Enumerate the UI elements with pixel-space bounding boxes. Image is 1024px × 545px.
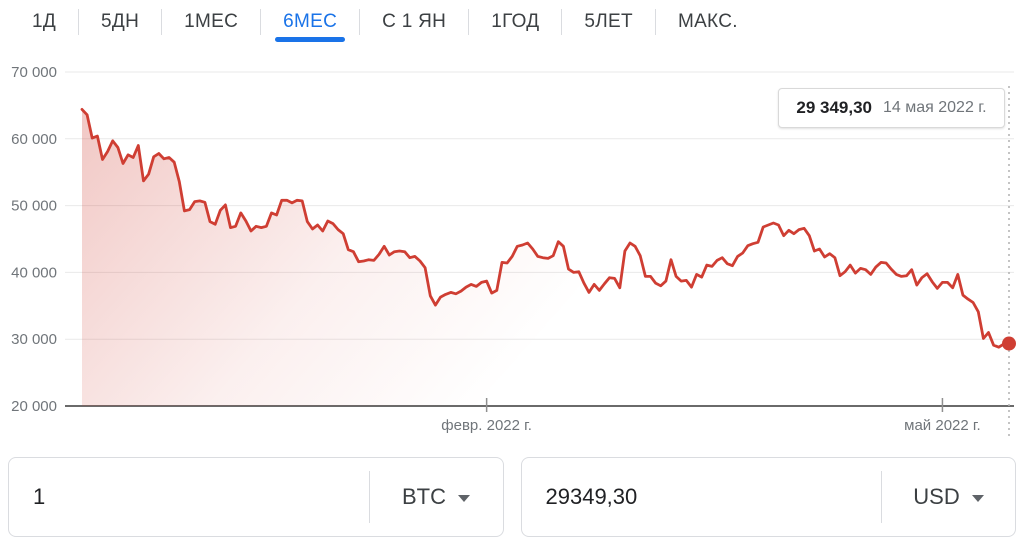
tab-1d[interactable]: 1Д [10,0,78,43]
tab-label: 6МЕС [283,10,338,32]
price-chart-svg: 70 000 60 000 50 000 40 000 30 000 20 000 февр… [11,64,1016,437]
tab-label: С 1 ЯН [382,10,447,32]
tab-label: 5ЛЕТ [584,10,633,32]
time-range-tabbar: 1Д 5ДН 1МЕС 6МЕС С 1 ЯН 1ГОД 5ЛЕТ МАКС. [10,0,760,43]
amount-from-input[interactable]: 1 [33,484,46,509]
tab-6mes[interactable]: 6МЕС [261,0,359,43]
tooltip-date: 14 мая 2022 г. [883,99,987,116]
currency-to-select[interactable]: USD [881,471,1015,523]
tab-label: 1ГОД [491,10,540,32]
tab-s1yan[interactable]: С 1 ЯН [360,0,468,43]
price-chart[interactable]: 70 000 60 000 50 000 40 000 30 000 20 000 февр… [0,0,1024,445]
y-axis-label: 50 000 [11,198,57,215]
tab-5let[interactable]: 5ЛЕТ [562,0,655,43]
tab-1god[interactable]: 1ГОД [469,0,561,43]
chart-tooltip: 29 349,30 14 мая 2022 г. [778,88,1005,128]
amount-to-box: 29349,30 USD [520,457,1016,537]
x-axis-label: февр. 2022 г. [441,417,532,434]
tab-divider [161,8,163,35]
y-axis-label: 60 000 [11,131,57,148]
amount-to-input[interactable]: 29349,30 [545,484,638,509]
price-line [80,108,1011,349]
tab-divider [359,8,361,35]
tab-label: 1МЕС [184,10,239,32]
tab-maks[interactable]: МАКС. [656,0,760,43]
last-point-marker [1002,336,1016,351]
y-axis-label: 20 000 [11,398,57,415]
chevron-down-icon [971,495,984,502]
tab-label: 5ДН [101,10,140,32]
currency-from-select[interactable]: BTC [368,471,503,523]
tab-divider [468,8,470,35]
currency-from-label: BTC [402,484,446,509]
currency-converter: 1 BTC 29349,30 USD [0,457,1024,537]
tab-5dn[interactable]: 5ДН [79,0,161,43]
tab-divider [654,8,656,35]
y-axis-label: 70 000 [11,64,57,81]
tab-label: МАКС. [677,10,738,32]
x-axis-label: май 2022 г. [904,417,981,434]
tab-label: 1Д [32,10,57,32]
chevron-down-icon [458,495,470,502]
tab-divider [260,8,262,35]
amount-from-box: 1 BTC [8,457,504,537]
tab-divider [561,8,563,35]
active-tab-underline [275,37,346,42]
y-axis-label: 40 000 [11,264,57,281]
price-area-fill [82,109,1009,407]
tab-divider [78,8,80,35]
tooltip-price: 29 349,30 [796,98,872,117]
currency-to-label: USD [913,484,960,509]
y-axis-label: 30 000 [11,331,57,348]
tab-1mes[interactable]: 1МЕС [162,0,260,43]
